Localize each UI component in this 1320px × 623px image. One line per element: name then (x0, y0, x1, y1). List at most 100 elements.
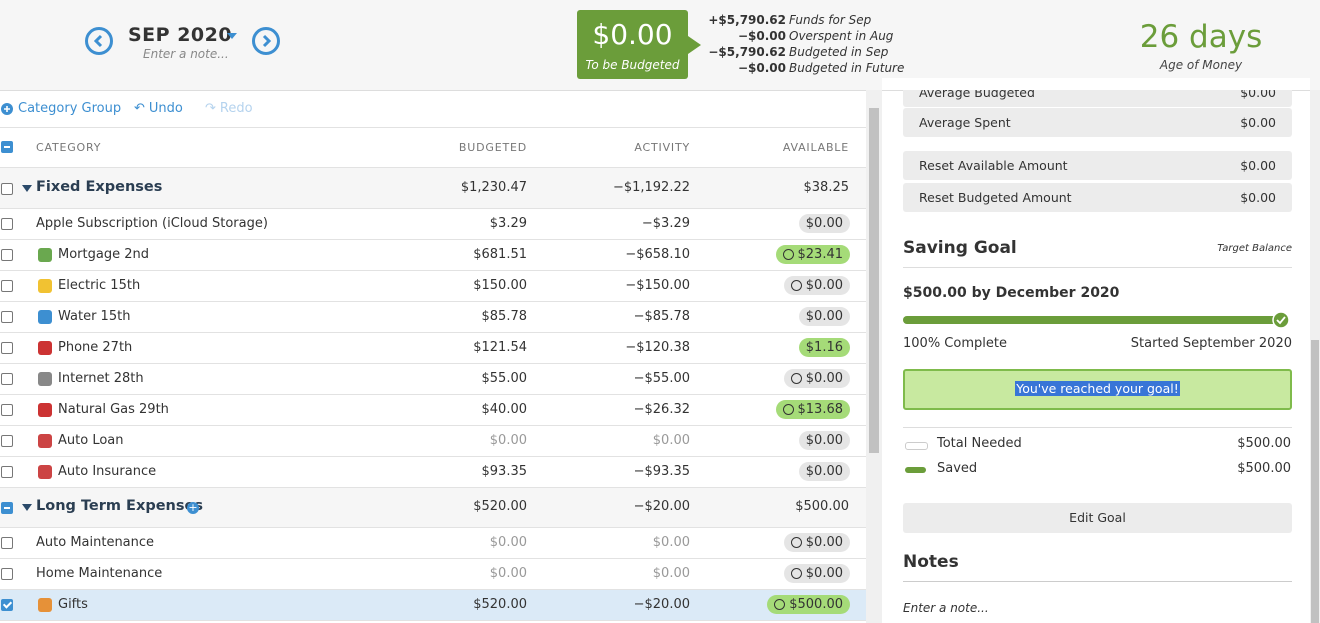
column-budgeted[interactable]: BUDGETED (458, 141, 527, 154)
category-checkbox[interactable] (1, 599, 13, 611)
category-budgeted[interactable]: $0.00 (489, 535, 527, 550)
category-budgeted[interactable]: $0.00 (489, 433, 527, 448)
category-name[interactable]: Auto Loan (58, 433, 124, 448)
category-checkbox[interactable] (1, 537, 13, 549)
category-activity[interactable]: −$85.78 (633, 309, 690, 324)
category-row[interactable]: Internet 28th $55.00 −$55.00 $0.00 (0, 364, 866, 395)
available-pill[interactable]: $0.00 (783, 369, 850, 388)
category-row[interactable]: Home Maintenance $0.00 $0.00 $0.00 (0, 559, 866, 590)
category-checkbox[interactable] (1, 311, 13, 323)
group-name[interactable]: Fixed Expenses (36, 178, 163, 195)
category-budgeted[interactable]: $0.00 (489, 566, 527, 581)
category-checkbox[interactable] (1, 373, 13, 385)
column-available[interactable]: AVAILABLE (782, 141, 849, 154)
category-activity[interactable]: −$150.00 (625, 278, 690, 293)
category-row[interactable]: Auto Insurance $93.35 −$93.35 $0.00 (0, 457, 866, 488)
category-row[interactable]: Electric 15th $150.00 −$150.00 $0.00 (0, 271, 866, 302)
category-checkbox[interactable] (1, 435, 13, 447)
category-name[interactable]: Mortgage 2nd (58, 247, 149, 262)
category-checkbox[interactable] (1, 404, 13, 416)
add-category-group[interactable]: Category Group (18, 101, 122, 116)
available-pill[interactable]: $0.00 (783, 533, 850, 552)
category-budgeted[interactable]: $681.51 (473, 247, 527, 262)
category-budgeted[interactable]: $85.78 (481, 309, 528, 324)
category-budgeted[interactable]: $520.00 (473, 597, 527, 612)
category-name[interactable]: Auto Maintenance (36, 535, 155, 550)
month-label[interactable]: SEP 2020 (128, 24, 233, 46)
goal-type[interactable]: Target Balance (1217, 243, 1292, 254)
available-pill[interactable]: $0.00 (798, 462, 850, 481)
add-category-icon[interactable]: + (187, 501, 199, 514)
category-budgeted[interactable]: $3.29 (489, 216, 527, 231)
redo-button[interactable]: ↷ Redo (205, 101, 253, 116)
column-category[interactable]: CATEGORY (36, 141, 102, 154)
category-name[interactable]: Gifts (58, 597, 88, 612)
category-row[interactable]: Phone 27th $121.54 −$120.38 $1.16 (0, 333, 866, 364)
category-name[interactable]: Electric 15th (58, 278, 141, 293)
category-row[interactable]: Apple Subscription (iCloud Storage) $3.29… (0, 209, 866, 240)
edit-goal-button[interactable]: Edit Goal (903, 503, 1292, 533)
undo-button[interactable]: ↶ Undo (134, 101, 183, 116)
group-checkbox[interactable] (1, 182, 13, 195)
category-name[interactable]: Home Maintenance (36, 566, 163, 581)
month-caret[interactable] (227, 33, 237, 40)
category-row[interactable]: Mortgage 2nd $681.51 −$658.10 $23.41 (0, 240, 866, 271)
category-name[interactable]: Water 15th (58, 309, 131, 324)
inspector-scrollbar[interactable] (1310, 90, 1320, 623)
category-activity[interactable]: −$20.00 (633, 597, 690, 612)
category-activity[interactable]: −$55.00 (633, 371, 690, 386)
category-name[interactable]: Internet 28th (58, 371, 144, 386)
next-month-button[interactable] (252, 27, 280, 55)
category-row[interactable]: Natural Gas 29th $40.00 −$26.32 $13.68 (0, 395, 866, 426)
available-pill[interactable]: $0.00 (783, 276, 850, 295)
available-pill[interactable]: $0.00 (798, 307, 850, 326)
category-checkbox[interactable] (1, 249, 13, 261)
group-name[interactable]: Long Term Expenses (36, 498, 203, 514)
available-pill[interactable]: $23.41 (775, 245, 850, 264)
group-caret (22, 184, 32, 192)
prev-month-button[interactable] (85, 27, 113, 55)
category-budgeted[interactable]: $40.00 (481, 402, 528, 417)
available-amount: $0.00 (805, 278, 843, 293)
group-checkbox[interactable] (1, 502, 13, 514)
category-activity[interactable]: $0.00 (652, 566, 690, 581)
notes-input[interactable]: Enter a note... (903, 601, 989, 615)
category-budgeted[interactable]: $93.35 (481, 464, 528, 479)
category-row[interactable]: Auto Loan $0.00 $0.00 $0.00 (0, 426, 866, 457)
stat-box[interactable]: Reset Budgeted Amount $0.00 (903, 183, 1292, 212)
category-checkbox[interactable] (1, 218, 13, 230)
category-name[interactable]: Apple Subscription (iCloud Storage) (36, 216, 268, 231)
category-activity[interactable]: −$26.32 (633, 402, 690, 417)
category-row[interactable]: Gifts $520.00 −$20.00 $500.00 (0, 590, 866, 621)
category-name[interactable]: Phone 27th (58, 340, 133, 355)
category-row[interactable]: Water 15th $85.78 −$85.78 $0.00 (0, 302, 866, 333)
category-budgeted[interactable]: $121.54 (473, 340, 527, 355)
available-pill[interactable]: $500.00 (767, 595, 850, 614)
available-pill[interactable]: $1.16 (798, 338, 850, 357)
category-activity[interactable]: $0.00 (652, 433, 690, 448)
available-pill[interactable]: $0.00 (783, 564, 850, 583)
category-budgeted[interactable]: $55.00 (481, 371, 528, 386)
category-activity[interactable]: −$120.38 (625, 340, 690, 355)
category-name[interactable]: Auto Insurance (58, 464, 157, 479)
month-note[interactable]: Enter a note... (143, 47, 229, 61)
stat-box[interactable]: Average Spent $0.00 (903, 108, 1292, 137)
category-activity[interactable]: −$658.10 (625, 247, 690, 262)
category-name[interactable]: Natural Gas 29th (58, 402, 169, 417)
category-checkbox[interactable] (1, 568, 13, 580)
available-pill[interactable]: $0.00 (798, 214, 850, 233)
category-checkbox[interactable] (1, 466, 13, 478)
stat-box[interactable]: Reset Available Amount $0.00 (903, 151, 1292, 180)
table-scrollbar[interactable] (866, 90, 882, 623)
category-row[interactable]: Auto Maintenance $0.00 $0.00 $0.00 (0, 528, 866, 559)
category-activity[interactable]: −$93.35 (633, 464, 690, 479)
available-pill[interactable]: $0.00 (798, 431, 850, 450)
select-all-checkbox[interactable] (1, 141, 13, 153)
available-pill[interactable]: $13.68 (775, 400, 850, 419)
category-activity[interactable]: $0.00 (652, 535, 690, 550)
category-checkbox[interactable] (1, 342, 13, 354)
category-budgeted[interactable]: $150.00 (473, 278, 527, 293)
column-activity[interactable]: ACTIVITY (634, 141, 690, 154)
category-activity[interactable]: −$3.29 (641, 216, 690, 231)
category-checkbox[interactable] (1, 280, 13, 292)
